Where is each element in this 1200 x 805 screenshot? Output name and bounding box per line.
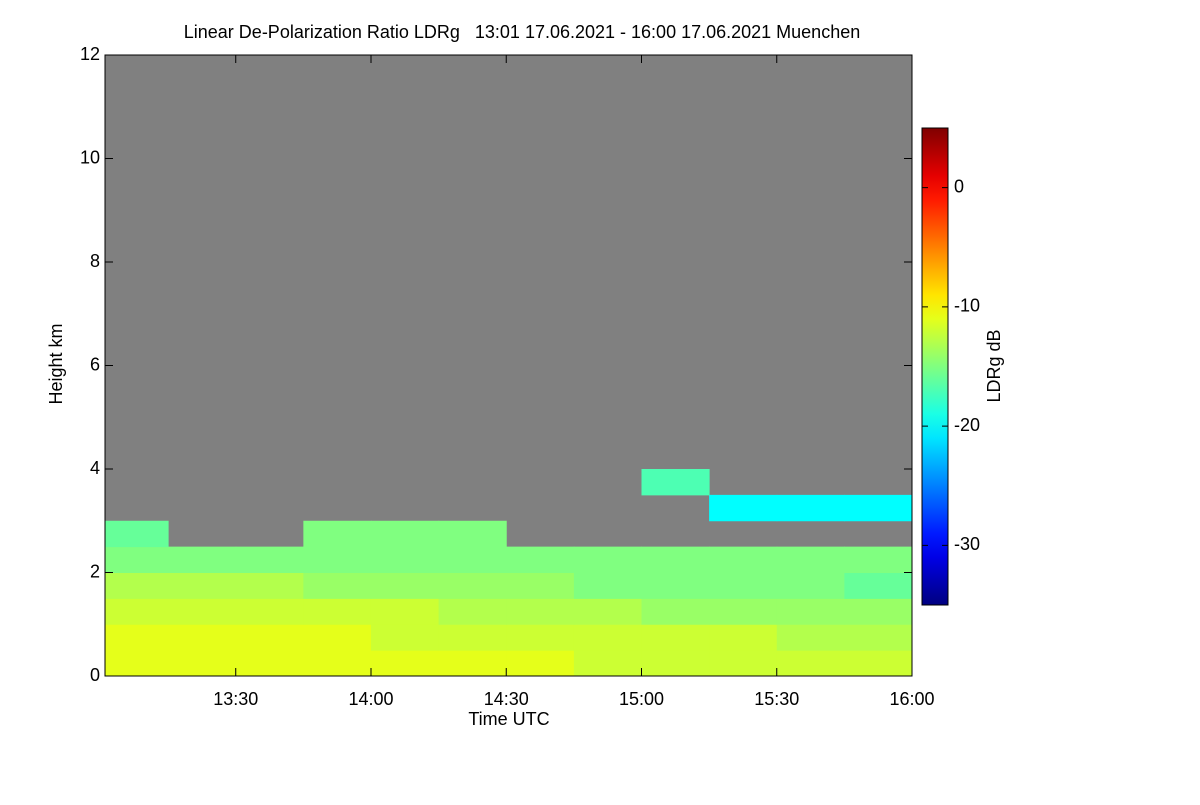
- heatmap-cell: [506, 546, 575, 573]
- heatmap-cell: [235, 650, 304, 677]
- heatmap-cell: [235, 546, 304, 573]
- colorbar: [921, 127, 949, 606]
- heatmap-cell: [573, 624, 642, 651]
- heatmap-cell: [303, 572, 372, 599]
- heatmap-cell: [844, 650, 913, 677]
- heatmap-cell: [105, 572, 169, 599]
- heatmap-cell: [168, 598, 237, 625]
- x-tick-label: 13:30: [213, 689, 258, 709]
- heatmap-cell: [844, 494, 913, 522]
- heatmap-cell: [776, 572, 845, 599]
- heatmap-cell: [370, 546, 440, 573]
- heatmap-cell: [844, 624, 913, 651]
- heatmap-cell: [709, 546, 778, 573]
- colorbar-tick-label: -20: [954, 415, 980, 435]
- x-tick-label: 14:00: [348, 689, 393, 709]
- y-axis-label: Height km: [46, 323, 66, 404]
- heatmap-cell: [709, 494, 778, 522]
- y-tick-label: 4: [90, 458, 100, 478]
- x-tick-label: 16:00: [889, 689, 934, 709]
- heatmap-cell: [438, 546, 507, 573]
- heatmap-cell: [105, 650, 169, 677]
- heatmap-cell: [370, 520, 440, 548]
- heatmap-cell: [573, 572, 642, 599]
- heatmap-cell: [844, 572, 913, 599]
- heatmap-cell: [776, 494, 845, 522]
- heatmap-cell: [303, 650, 372, 677]
- heatmap-cell: [506, 572, 575, 599]
- y-tick-label: 2: [90, 561, 100, 581]
- heatmap-cell: [303, 598, 372, 625]
- heatmap-cell: [776, 650, 845, 677]
- heatmap-cell: [641, 650, 710, 677]
- y-tick-label: 0: [90, 665, 100, 685]
- heatmap-cell: [776, 546, 845, 573]
- x-tick-label: 15:30: [754, 689, 799, 709]
- heatmap-cell: [438, 598, 507, 625]
- heatmap-cell: [438, 520, 507, 548]
- heatmap-cell: [105, 546, 169, 573]
- heatmap-cell: [641, 572, 710, 599]
- heatmap-cell: [709, 624, 778, 651]
- heatmap-cell: [573, 598, 642, 625]
- heatmap-cell: [168, 546, 237, 573]
- heatmap-cell: [709, 572, 778, 599]
- x-tick-label: 14:30: [484, 689, 529, 709]
- heatmap-cell: [506, 650, 575, 677]
- x-tick-label: 15:00: [619, 689, 664, 709]
- heatmap-cell: [235, 572, 304, 599]
- heatmap-cell: [641, 598, 710, 625]
- heatmap-cell: [303, 624, 372, 651]
- heatmap-cell: [709, 650, 778, 677]
- colorbar-tick-label: -30: [954, 534, 980, 554]
- heatmap-cell: [370, 598, 440, 625]
- heatmap-cell: [776, 624, 845, 651]
- heatmap-cell: [709, 598, 778, 625]
- heatmap-cell: [438, 572, 507, 599]
- heatmap-cell: [776, 598, 845, 625]
- chart-title: Linear De-Polarization Ratio LDRg 13:01 …: [184, 22, 860, 42]
- heatmap-cell: [844, 598, 913, 625]
- colorbar-tick-label: 0: [954, 176, 964, 196]
- heatmap-cell: [168, 650, 237, 677]
- heatmap-cell: [168, 624, 237, 651]
- heatmap-cell: [370, 572, 440, 599]
- y-tick-label: 6: [90, 354, 100, 374]
- heatmap-cell: [235, 598, 304, 625]
- heatmap-cell: [438, 624, 507, 651]
- heatmap-cell: [370, 650, 440, 677]
- heatmap-cell: [370, 624, 440, 651]
- heatmap-cell: [105, 624, 169, 651]
- heatmap-cell: [506, 624, 575, 651]
- x-axis-label: Time UTC: [468, 709, 549, 729]
- heatmap-cell: [303, 520, 372, 548]
- y-tick-label: 8: [90, 251, 100, 271]
- colorbar-tick-label: -10: [954, 296, 980, 316]
- heatmap-cell: [168, 572, 237, 599]
- heatmap-cell: [105, 520, 169, 548]
- heatmap-cell: [235, 624, 304, 651]
- heatmap-cell: [641, 546, 710, 573]
- heatmap-cell: [641, 469, 710, 496]
- heatmap-cell: [573, 650, 642, 677]
- heatmap-cell: [573, 546, 642, 573]
- heatmap-cell: [303, 546, 372, 573]
- heatmap-cell: [506, 598, 575, 625]
- colorbar-label: LDRg dB: [984, 329, 1004, 402]
- heatmap-cell: [105, 598, 169, 625]
- y-tick-label: 12: [80, 44, 100, 64]
- heatmap-cell: [641, 624, 710, 651]
- heatmap-cell: [438, 650, 507, 677]
- y-tick-label: 10: [80, 147, 100, 167]
- heatmap-cell: [844, 546, 913, 573]
